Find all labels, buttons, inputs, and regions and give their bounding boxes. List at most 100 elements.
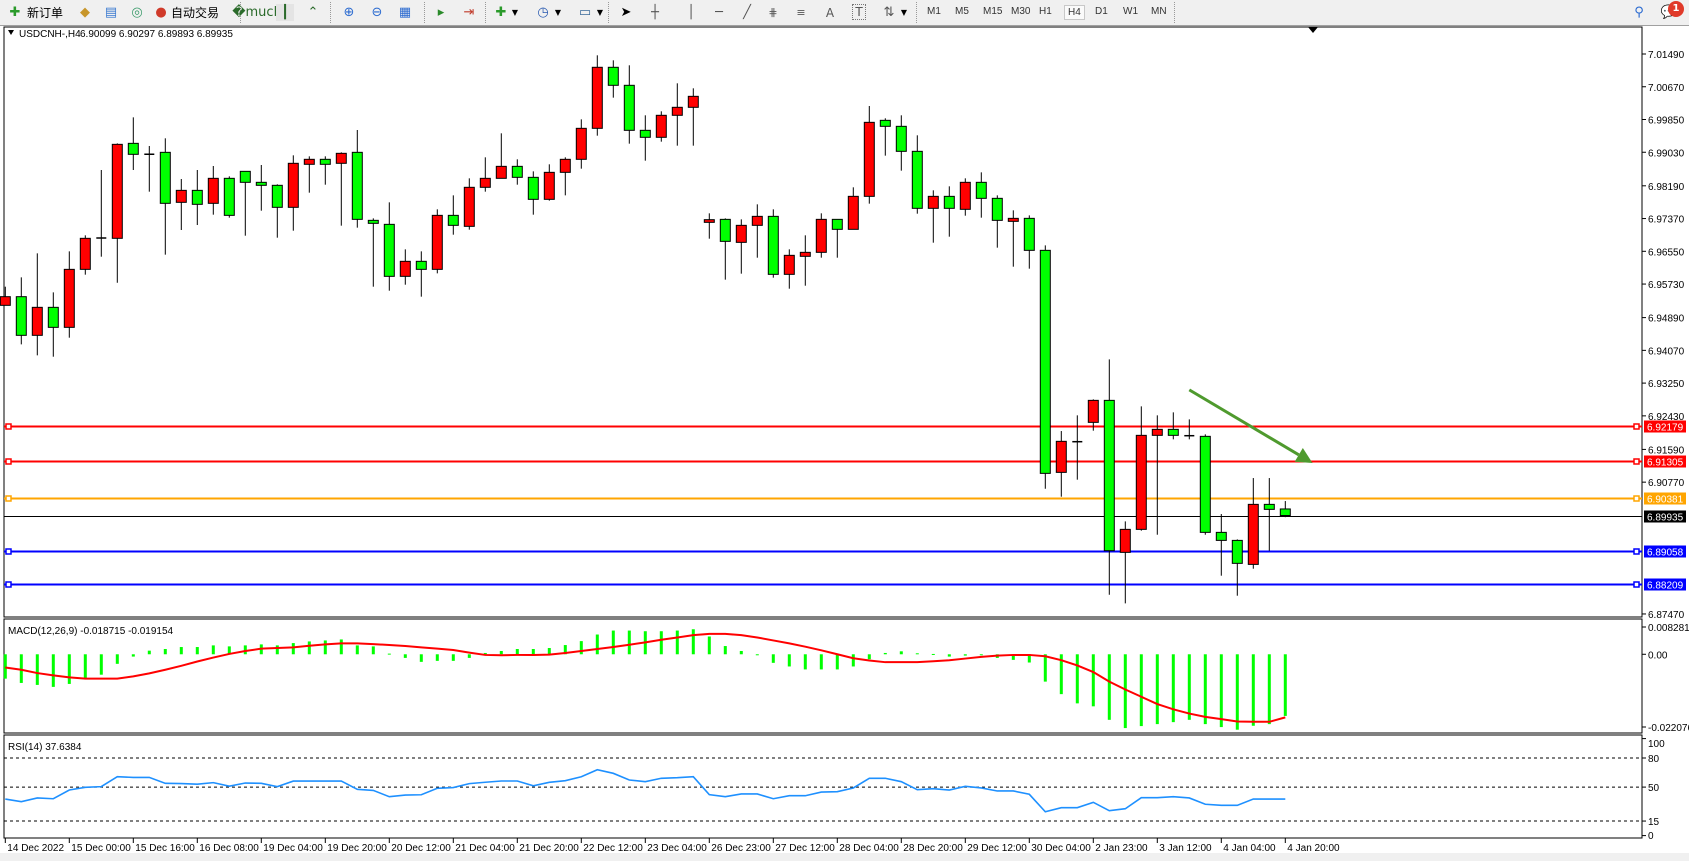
- candle-up: [399, 260, 411, 277]
- zoom-in-icon[interactable]: ⊕: [343, 5, 355, 20]
- arrows-icon[interactable]: ⇅: [883, 5, 895, 20]
- price-label-bg: [1644, 578, 1686, 591]
- candle-down: [271, 184, 283, 208]
- macd-histogram-bar: [595, 634, 599, 655]
- candle-down: [511, 165, 523, 178]
- rsi-label: RSI(14) 37.6384: [8, 742, 82, 753]
- candle-down: [1103, 399, 1115, 552]
- chart-shift-icon[interactable]: ⇥: [463, 5, 475, 20]
- zoom-out-icon[interactable]: ⊖: [371, 5, 383, 20]
- line-anchor-handle: [5, 423, 12, 430]
- main-chart-panel: [3, 26, 1643, 618]
- macd-histogram-bar: [739, 650, 743, 655]
- timeframe-m15[interactable]: M15: [983, 6, 1003, 17]
- line-anchor-handle: [5, 548, 12, 555]
- candle-down: [415, 260, 427, 270]
- indicators-icon[interactable]: ✚: [495, 5, 507, 20]
- chevron-down-icon[interactable]: ▼: [900, 8, 908, 17]
- macd-tick-label: 0.00: [1648, 650, 1668, 661]
- x-tick-label: 15 Dec 00:00: [71, 843, 131, 854]
- tile-windows-icon[interactable]: ▦: [398, 5, 412, 20]
- y-tick-label: 6.98190: [1648, 182, 1685, 193]
- fibonacci-icon[interactable]: ⋕: [768, 6, 778, 19]
- y-tick-label: 6.99850: [1648, 116, 1685, 127]
- trendline-icon[interactable]: ╱: [743, 5, 751, 20]
- x-tick-label: 4 Jan 20:00: [1287, 843, 1340, 854]
- notification-badge[interactable]: 1: [1668, 1, 1684, 17]
- macd-histogram-bar: [131, 654, 135, 657]
- macd-histogram-bar: [99, 654, 103, 675]
- periods-icon[interactable]: ◷: [537, 5, 549, 20]
- candle-up: [687, 95, 699, 108]
- server-icon[interactable]: ▤: [104, 5, 118, 20]
- x-tick-label: 2 Jan 23:00: [1095, 843, 1148, 854]
- candle-down: [1215, 531, 1227, 541]
- macd-histogram-bar: [1203, 654, 1207, 725]
- crosshair-icon[interactable]: ┼: [651, 5, 659, 20]
- timeframe-w1[interactable]: W1: [1123, 6, 1138, 17]
- macd-histogram-bar: [803, 654, 807, 670]
- text-icon[interactable]: A: [825, 5, 835, 20]
- macd-signal-line: [5, 632, 1286, 723]
- candle-down: [1199, 435, 1211, 533]
- x-tick-label: 23 Dec 04:00: [647, 843, 707, 854]
- bar-chart-icon[interactable]: �much: [232, 5, 282, 20]
- new-order-button[interactable]: 新订单: [27, 6, 64, 20]
- auto-trade-button[interactable]: 自动交易: [171, 6, 220, 20]
- macd-histogram-bar: [867, 654, 871, 660]
- macd-histogram-bar: [531, 649, 535, 655]
- text-label-icon[interactable]: T: [852, 4, 866, 20]
- new-order-icon[interactable]: ✚: [9, 5, 21, 20]
- candle-up: [479, 177, 491, 188]
- line-anchor-handle: [1633, 548, 1640, 555]
- price-label-bg: [1644, 455, 1686, 468]
- macd-histogram-bar: [35, 654, 39, 685]
- candle-down: [1263, 503, 1275, 510]
- candle-chart-icon[interactable]: ┃: [276, 4, 294, 21]
- macd-histogram-bar: [1187, 654, 1191, 720]
- candle-up: [703, 219, 715, 223]
- timeframe-mn[interactable]: MN: [1151, 6, 1167, 17]
- macd-histogram-bar: [1251, 654, 1255, 726]
- timeframe-m1[interactable]: M1: [927, 6, 941, 17]
- candle-down: [351, 151, 363, 220]
- signal-icon[interactable]: ◎: [131, 5, 143, 20]
- price-label: 6.91305: [1647, 458, 1684, 469]
- macd-histogram-bar: [1171, 654, 1175, 723]
- macd-histogram-bar: [883, 652, 887, 655]
- price-label: 6.92179: [1647, 423, 1684, 434]
- y-tick-label: 6.94890: [1648, 314, 1685, 325]
- timeframe-h1[interactable]: H1: [1039, 6, 1052, 17]
- macd-histogram-bar: [675, 630, 679, 655]
- toolbar-separator: [424, 2, 426, 23]
- macd-histogram-bar: [771, 654, 775, 663]
- chevron-down-icon[interactable]: ▼: [554, 8, 562, 17]
- chart-window[interactable]: 7.01490 7.00670 6.99850 6.99030 6.98190 6.973…: [0, 26, 1689, 861]
- chevron-down-icon[interactable]: ▼: [511, 8, 519, 17]
- search-icon[interactable]: ⚲: [1634, 5, 1644, 20]
- x-tick-label: 27 Dec 12:00: [775, 843, 835, 854]
- vertical-line-icon[interactable]: │: [687, 5, 695, 20]
- y-tick-label: 7.01490: [1648, 50, 1685, 61]
- autoscroll-icon[interactable]: ▸: [437, 5, 445, 20]
- timeframe-m30[interactable]: M30: [1011, 6, 1031, 17]
- candle-up: [1087, 399, 1099, 423]
- cursor-icon[interactable]: ➤: [620, 5, 632, 20]
- timeframe-m5[interactable]: M5: [955, 6, 969, 17]
- timeframe-h4[interactable]: H4: [1064, 5, 1085, 20]
- x-tick-label: 4 Jan 04:00: [1223, 843, 1276, 854]
- macd-histogram-bar: [195, 647, 199, 655]
- templates-icon[interactable]: ▭: [578, 5, 592, 20]
- line-chart-icon[interactable]: ⌃: [307, 5, 319, 20]
- price-label: 6.88209: [1647, 581, 1684, 592]
- price-label-bg: [1644, 420, 1686, 433]
- fibo-fan-icon[interactable]: ≡: [796, 6, 806, 19]
- horizontal-line-icon[interactable]: ─: [715, 5, 723, 20]
- chart-shift-marker-icon: [1308, 27, 1318, 33]
- x-tick-label: 19 Dec 20:00: [327, 843, 387, 854]
- candle-up: [735, 224, 747, 243]
- chevron-down-icon[interactable]: ▼: [596, 8, 604, 17]
- auto-trade-icon[interactable]: ●: [155, 5, 167, 20]
- timeframe-d1[interactable]: D1: [1095, 6, 1108, 17]
- history-icon[interactable]: ◆: [80, 5, 90, 20]
